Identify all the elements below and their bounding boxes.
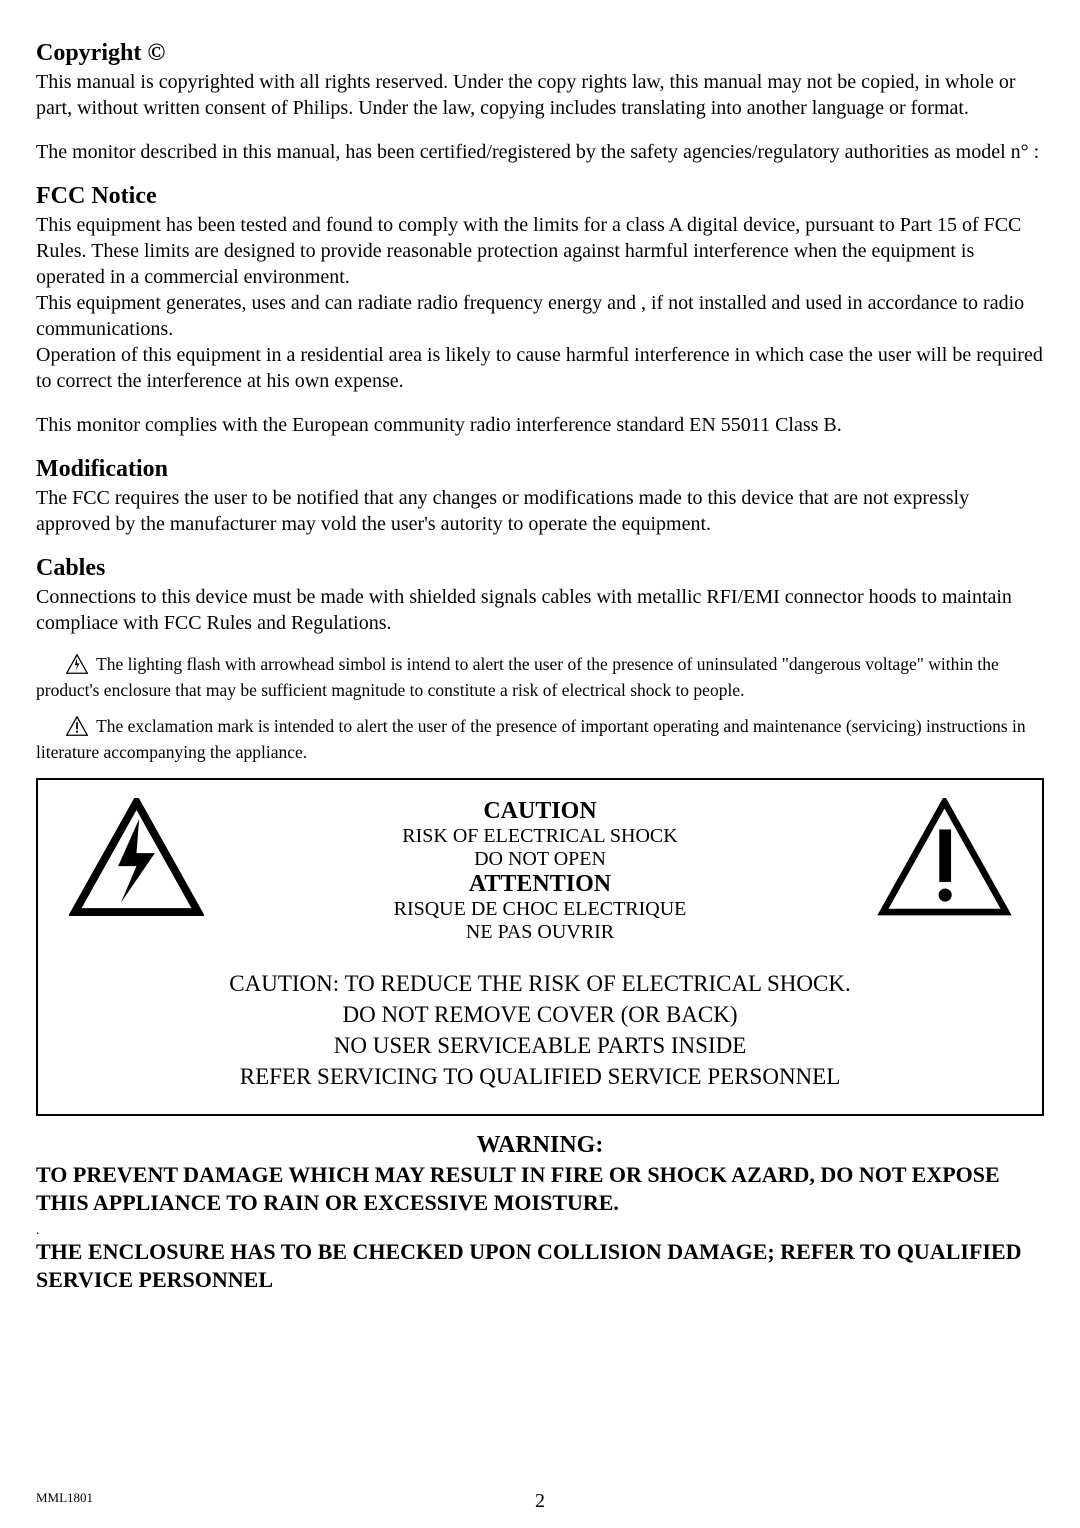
caution-b1: CAUTION: TO REDUCE THE RISK OF ELECTRICA… bbox=[66, 968, 1014, 999]
modification-p1: The FCC requires the user to be notified… bbox=[36, 485, 1044, 537]
footer-model: MML1801 bbox=[36, 1490, 93, 1506]
caution-title: CAUTION bbox=[206, 798, 874, 825]
fcc-p2: This equipment generates, uses and can r… bbox=[36, 290, 1044, 342]
caution-b3: NO USER SERVICEABLE PARTS INSIDE bbox=[66, 1030, 1014, 1061]
excl-note: The exclamation mark is intended to aler… bbox=[36, 716, 1044, 764]
fcc-p4: This monitor complies with the European … bbox=[36, 412, 1044, 438]
cables-heading: Cables bbox=[36, 555, 1044, 582]
excl-note-text: The exclamation mark is intended to aler… bbox=[36, 716, 1026, 762]
caution-risk-en: RISK OF ELECTRICAL SHOCK bbox=[206, 825, 874, 848]
fcc-p3: Operation of this equipment in a residen… bbox=[36, 342, 1044, 394]
caution-top-row: CAUTION RISK OF ELECTRICAL SHOCK DO NOT … bbox=[66, 798, 1014, 944]
warning-title: WARNING: bbox=[36, 1132, 1044, 1159]
caution-risk-fr: RISQUE DE CHOC ELECTRIQUE bbox=[206, 898, 874, 921]
warning-dot: . bbox=[36, 1224, 1044, 1238]
caution-b2: DO NOT REMOVE COVER (OR BACK) bbox=[66, 999, 1014, 1030]
exclamation-triangle-icon bbox=[66, 716, 88, 742]
bolt-note: The lighting flash with arrowhead simbol… bbox=[36, 654, 1044, 702]
caution-open-fr: NE PAS OUVRIR bbox=[206, 921, 874, 944]
fcc-heading: FCC Notice bbox=[36, 183, 1044, 210]
bolt-triangle-icon bbox=[66, 654, 88, 680]
bolt-note-text: The lighting flash with arrowhead simbol… bbox=[36, 654, 999, 700]
copyright-heading: Copyright © bbox=[36, 40, 1044, 67]
caution-box: CAUTION RISK OF ELECTRICAL SHOCK DO NOT … bbox=[36, 778, 1044, 1116]
fcc-p1: This equipment has been tested and found… bbox=[36, 212, 1044, 290]
caution-exclamation-icon bbox=[874, 798, 1014, 916]
warning-block: WARNING: TO PREVENT DAMAGE WHICH MAY RES… bbox=[36, 1132, 1044, 1295]
modification-heading: Modification bbox=[36, 456, 1044, 483]
caution-open-en: DO NOT OPEN bbox=[206, 848, 874, 871]
attention-title: ATTENTION bbox=[206, 871, 874, 898]
footer-page-number: 2 bbox=[535, 1490, 545, 1513]
warning-p1: TO PREVENT DAMAGE WHICH MAY RESULT IN FI… bbox=[36, 1161, 1044, 1218]
document-page: Copyright © This manual is copyrighted w… bbox=[0, 0, 1080, 1528]
caution-center-text: CAUTION RISK OF ELECTRICAL SHOCK DO NOT … bbox=[206, 798, 874, 944]
cables-p1: Connections to this device must be made … bbox=[36, 584, 1044, 636]
copyright-p1: This manual is copyrighted with all righ… bbox=[36, 69, 1044, 121]
caution-bolt-icon bbox=[66, 798, 206, 916]
copyright-p2: The monitor described in this manual, ha… bbox=[36, 139, 1044, 165]
caution-bottom-text: CAUTION: TO REDUCE THE RISK OF ELECTRICA… bbox=[66, 968, 1014, 1092]
warning-p2: THE ENCLOSURE HAS TO BE CHECKED UPON COL… bbox=[36, 1238, 1044, 1295]
page-footer: MML1801 2 bbox=[36, 1490, 1044, 1506]
caution-b4: REFER SERVICING TO QUALIFIED SERVICE PER… bbox=[66, 1061, 1014, 1092]
